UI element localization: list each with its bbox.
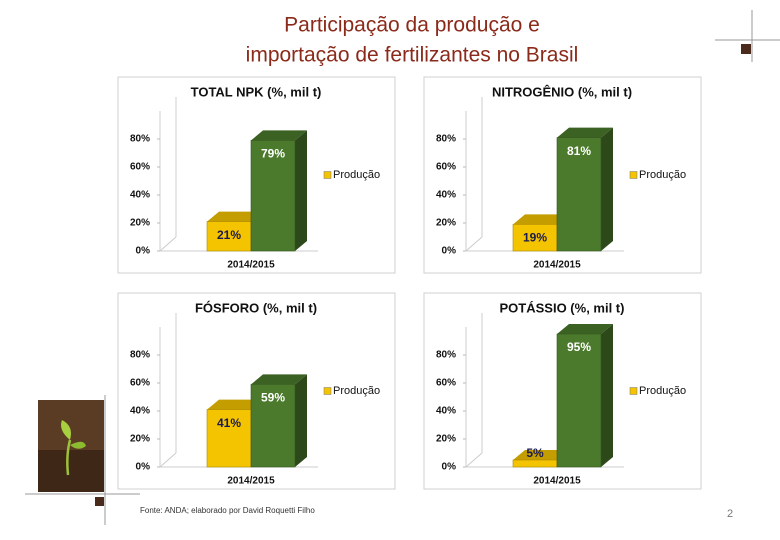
value-label: 41% [217, 416, 241, 430]
plant-image [38, 400, 104, 492]
y-tick-label: 40% [130, 190, 150, 201]
bar-top [513, 214, 569, 225]
bar-top [557, 127, 613, 138]
x-tick-label: 2014/2015 [533, 260, 581, 271]
legend-label: Produção [333, 169, 380, 181]
axis-wall [465, 236, 483, 252]
y-tick-label: 60% [436, 162, 456, 173]
x-tick-label: 2014/2015 [227, 476, 275, 487]
legend-swatch [629, 387, 638, 395]
value-label: 5% [526, 446, 544, 460]
value-label: 21% [217, 228, 241, 242]
value-label: 81% [567, 144, 591, 158]
bar-top [207, 211, 263, 222]
legend-swatch [323, 171, 332, 179]
source-note: Fonte: ANDA; elaborado por David Roquett… [140, 506, 315, 515]
x-tick-label: 2014/2015 [227, 260, 275, 271]
deco-square [741, 44, 751, 54]
bar [206, 221, 252, 252]
chart-title: POTÁSSIO (%, mil t) [500, 300, 625, 315]
legend-swatch [629, 171, 638, 179]
y-tick-label: 40% [436, 190, 456, 201]
legend-label: Produção [639, 385, 686, 397]
axis-wall [159, 236, 177, 252]
bar-top [207, 399, 263, 410]
bar [556, 333, 602, 468]
bar-side [295, 374, 307, 467]
bar [512, 224, 558, 252]
bar-top [251, 130, 307, 141]
y-tick-label: 80% [130, 350, 150, 361]
y-tick-label: 0% [136, 246, 151, 257]
legend-swatch [323, 387, 332, 395]
bar [556, 137, 602, 252]
bar-top [557, 324, 613, 334]
chart-title: NITROGÊNIO (%, mil t) [492, 84, 632, 99]
page-number: 2 [727, 508, 733, 520]
bar-side [601, 127, 613, 251]
value-label: 19% [523, 231, 547, 245]
y-tick-label: 0% [442, 246, 457, 257]
y-tick-label: 20% [436, 218, 456, 229]
chart-title: TOTAL NPK (%, mil t) [191, 84, 322, 99]
y-tick-label: 80% [436, 350, 456, 361]
y-tick-label: 60% [130, 378, 150, 389]
slide-title: importação de fertilizantes no Brasil [246, 44, 579, 67]
bar [206, 409, 252, 468]
bar [512, 459, 558, 468]
chart-title: FÓSFORO (%, mil t) [195, 300, 317, 315]
slide-title: Participação da produção e [284, 14, 540, 37]
value-label: 95% [567, 340, 591, 354]
bar-top [251, 374, 307, 385]
bar-side [295, 130, 307, 251]
y-tick-label: 60% [130, 162, 150, 173]
bar [250, 384, 296, 468]
y-tick-label: 80% [436, 134, 456, 145]
y-tick-label: 20% [436, 434, 456, 445]
bar-top [513, 450, 569, 460]
y-tick-label: 40% [436, 406, 456, 417]
y-tick-label: 20% [130, 434, 150, 445]
y-tick-label: 20% [130, 218, 150, 229]
y-tick-label: 0% [136, 462, 151, 473]
axis-wall [465, 452, 483, 468]
bar-side [601, 324, 613, 467]
legend-label: Produção [333, 385, 380, 397]
y-tick-label: 60% [436, 378, 456, 389]
y-tick-label: 40% [130, 406, 150, 417]
deco-square [95, 497, 104, 506]
legend-label: Produção [639, 169, 686, 181]
value-label: 59% [261, 391, 285, 405]
y-tick-label: 80% [130, 134, 150, 145]
bar [250, 140, 296, 252]
x-tick-label: 2014/2015 [533, 476, 581, 487]
axis-wall [159, 452, 177, 468]
y-tick-label: 0% [442, 462, 457, 473]
value-label: 79% [261, 147, 285, 161]
